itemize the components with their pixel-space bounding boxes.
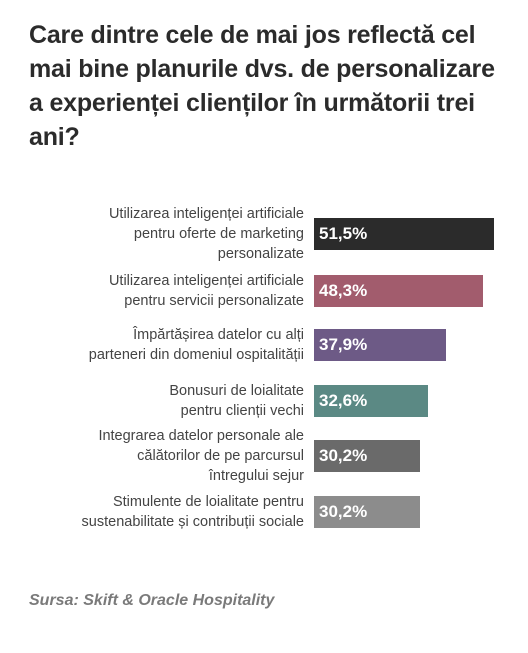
category-label: Utilizarea inteligenței artificiale pentr… [34, 271, 304, 311]
category-label-line: pentru oferte de marketing [133, 226, 304, 242]
bar: 48,3% [314, 275, 483, 307]
category-label-line: Utilizarea inteligenței artificiale [108, 273, 304, 289]
bar: 30,2% [314, 496, 420, 528]
bar-value-label: 48,3% [319, 281, 368, 300]
category-label: Utilizarea inteligenței artificiale pentr… [34, 204, 304, 264]
category-label-line: Utilizarea inteligenței artificiale [108, 206, 304, 222]
bar-value-label: 30,2% [319, 446, 368, 465]
category-label-line: parteneri din domeniul ospitalității [88, 347, 304, 363]
bar: 51,5% [314, 218, 494, 250]
category-label-line: Stimulente de loialitate pentru [112, 494, 304, 510]
category-label-line: Integrarea datelor personale ale [98, 428, 304, 444]
bar-value-label: 37,9% [319, 335, 368, 354]
category-label-line: Împărtășirea datelor cu alți [133, 327, 304, 343]
category-label-line: călătorilor de pe parcursul [137, 448, 304, 464]
category-label: Stimulente de loialitate pentru sustenabi… [34, 492, 304, 532]
bar: 32,6% [314, 385, 428, 417]
bar: 37,9% [314, 329, 446, 361]
bar-value-label: 30,2% [319, 502, 368, 521]
chart-source: Sursa: Skift & Oracle Hospitality [29, 592, 275, 609]
bar-value-label: 32,6% [319, 391, 368, 410]
category-label-line: întregului sejur [208, 468, 304, 484]
bar: 30,2% [314, 440, 420, 472]
category-label: Integrarea datelor personale ale călători… [34, 426, 304, 486]
category-label: Bonusuri de loialitate pentru clienții ve… [34, 381, 304, 421]
chart-title: Care dintre cele de mai jos reflectă cel… [29, 21, 495, 151]
category-label-line: personalizate [217, 246, 304, 262]
category-label-line: sustenabilitate și contribuții sociale [81, 514, 304, 530]
bar-value-label: 51,5% [319, 224, 368, 243]
category-label-line: pentru clienții vechi [180, 403, 304, 419]
category-label-line: pentru servicii personalizate [124, 293, 304, 309]
category-label-line: Bonusuri de loialitate [169, 383, 304, 399]
category-label: Împărtășirea datelor cu alți parteneri di… [34, 325, 304, 365]
